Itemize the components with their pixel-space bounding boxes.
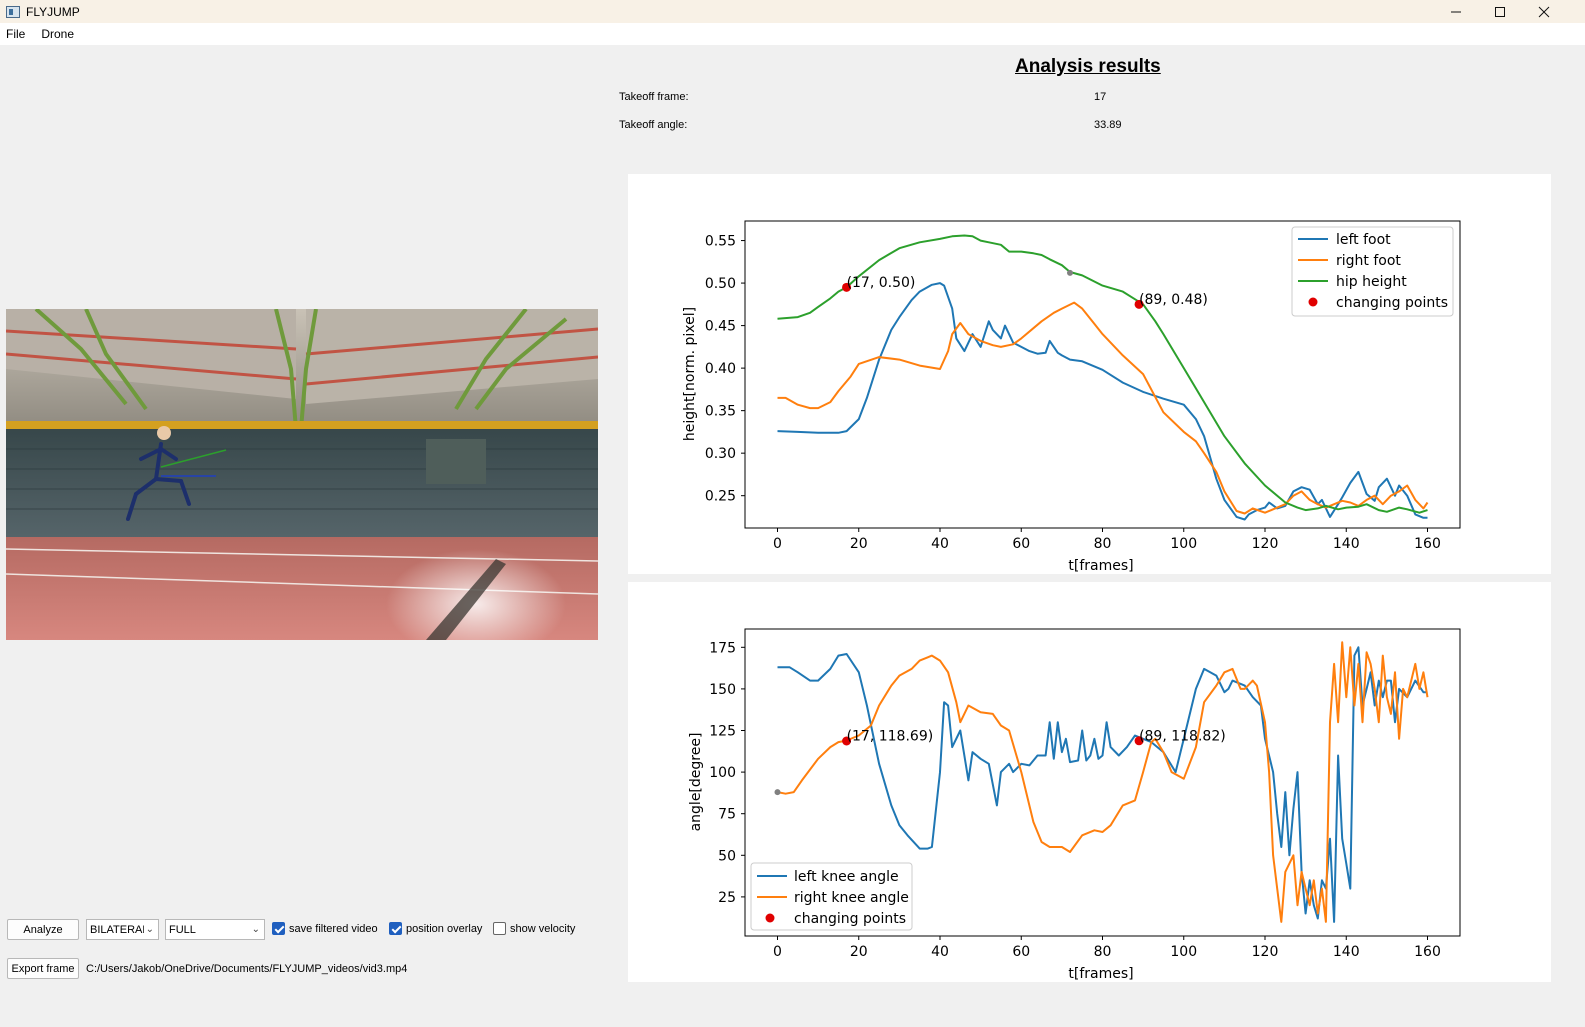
position-overlay-checkbox[interactable]: position overlay (389, 922, 482, 935)
y-tick-label: 150 (709, 682, 736, 698)
angle-chart-xlabel: t[frames] (1068, 966, 1133, 982)
app-icon (6, 5, 20, 18)
x-tick-label: 20 (850, 536, 868, 552)
range-select-value: FULL (169, 923, 196, 936)
y-tick-label: 0.40 (705, 361, 736, 377)
x-tick-label: 120 (1252, 944, 1279, 960)
x-tick-label: 60 (1012, 944, 1030, 960)
legend-left-foot: left foot (1336, 232, 1391, 248)
y-tick-label: 0.50 (705, 276, 736, 292)
maximize-icon[interactable] (1478, 0, 1522, 23)
mode-select[interactable]: BILATERAL ⌄ (86, 919, 159, 940)
changing-point (842, 282, 852, 292)
y-tick-label: 0.55 (705, 234, 736, 250)
menu-file[interactable]: File (6, 27, 26, 41)
x-tick-label: 160 (1414, 944, 1441, 960)
analyze-button[interactable]: Analyze (7, 919, 79, 940)
title-bar: FLYJUMP (0, 0, 1585, 23)
takeoff-angle-value: 33.89 (1094, 119, 1122, 131)
save-filtered-video-checkbox[interactable]: save filtered video (272, 922, 378, 935)
x-tick-label: 40 (931, 536, 949, 552)
height-chart-xlabel: t[frames] (1068, 558, 1133, 574)
angle-plot-panel: 0 20 40 60 80 100 120 140 160 25 50 75 100 125 150 175 … (628, 582, 1551, 982)
y-tick-label: 100 (709, 765, 736, 781)
position-overlay-label: position overlay (406, 922, 483, 935)
mode-select-value: BILATERAL (90, 923, 144, 936)
range-select[interactable]: FULL ⌄ (165, 919, 265, 940)
changing-point (1134, 299, 1144, 309)
y-tick-label: 0.30 (705, 446, 736, 462)
x-tick-label: 20 (850, 944, 868, 960)
y-tick-label: 125 (709, 724, 736, 740)
save-filtered-video-label: save filtered video (289, 922, 378, 935)
changing-point-label: (17, 118.69) (847, 729, 934, 745)
legend-marker-changing-points (1308, 297, 1318, 307)
x-tick-label: 0 (773, 536, 782, 552)
height-plot-panel: 0 20 40 60 80 100 120 140 160 0.25 0.30 0.35 0.40 0.4… (628, 174, 1551, 574)
changing-point-label: (89, 118.82) (1139, 728, 1226, 744)
series-line-left-foot (777, 282, 1428, 521)
x-tick-label: 40 (931, 944, 949, 960)
checkbox-unchecked-icon[interactable] (493, 922, 506, 935)
changing-point (1134, 736, 1144, 746)
legend-changing-points-2: changing points (794, 911, 906, 927)
height-chart-ylabel: height[norm. pixel] (682, 307, 698, 441)
angle-chart-ylabel: angle[degree] (688, 733, 704, 832)
series-line-hip-height (777, 234, 1428, 514)
legend-right-knee-angle: right knee angle (794, 890, 909, 906)
minimize-icon[interactable] (1434, 0, 1478, 23)
y-tick-label: 75 (718, 807, 736, 823)
checkbox-checked-icon[interactable] (389, 922, 402, 935)
angle-chart: 0 20 40 60 80 100 120 140 160255075100125150175 … (688, 628, 1461, 982)
changing-point (842, 736, 852, 746)
chevron-down-icon: ⌄ (251, 924, 260, 935)
legend-hip-height: hip height (1336, 274, 1407, 290)
legend-left-knee-angle: left knee angle (794, 869, 899, 885)
y-tick-label: 0.35 (705, 404, 736, 420)
y-tick-label: 0.25 (705, 489, 736, 505)
checkbox-checked-icon[interactable] (272, 922, 285, 935)
file-path: C:/Users/Jakob/OneDrive/Documents/FLYJUM… (86, 963, 408, 975)
takeoff-frame-label: Takeoff frame: (619, 91, 689, 103)
x-tick-label: 100 (1170, 944, 1197, 960)
export-frame-button[interactable]: Export frame (7, 958, 79, 979)
show-velocity-checkbox[interactable]: show velocity (493, 922, 575, 935)
results-title: Analysis results (1015, 56, 1161, 77)
x-tick-label: 60 (1012, 536, 1030, 552)
height-chart-legend: left foot right foot hip height changing… (1291, 226, 1454, 317)
x-tick-label: 0 (773, 944, 782, 960)
chevron-down-icon: ⌄ (145, 924, 154, 935)
menu-bar: File Drone (0, 23, 1585, 45)
y-tick-label: 50 (718, 848, 736, 864)
window-title: FLYJUMP (26, 4, 80, 19)
takeoff-angle-label: Takeoff angle: (619, 119, 688, 131)
close-icon[interactable] (1522, 0, 1566, 23)
gray-marker (774, 789, 781, 796)
x-tick-label: 140 (1333, 536, 1360, 552)
series-line-right-knee-angle (777, 641, 1429, 923)
angle-chart-legend: left knee angle right knee angle changin… (750, 862, 913, 931)
gray-marker (1067, 269, 1073, 276)
x-tick-label: 80 (1094, 944, 1112, 960)
changing-point-label: (89, 0.48) (1139, 292, 1208, 308)
legend-marker-changing-points-2 (765, 913, 775, 923)
legend-right-foot: right foot (1336, 253, 1401, 269)
x-tick-label: 140 (1333, 944, 1360, 960)
height-chart: 0 20 40 60 80 100 120 140 160 0.25 0.30 0.35 0.40 0.4… (682, 220, 1461, 574)
changing-point-label: (17, 0.50) (847, 275, 916, 291)
y-tick-label: 25 (718, 890, 736, 906)
series-line-right-foot (777, 301, 1429, 515)
x-tick-label: 80 (1094, 536, 1112, 552)
y-tick-label: 175 (709, 640, 736, 656)
x-tick-label: 120 (1252, 536, 1279, 552)
takeoff-frame-value: 17 (1094, 91, 1107, 103)
legend-changing-points: changing points (1336, 295, 1448, 311)
y-tick-label: 0.45 (705, 319, 736, 335)
x-tick-label: 160 (1414, 536, 1441, 552)
x-tick-label: 100 (1170, 536, 1197, 552)
menu-drone[interactable]: Drone (41, 27, 75, 41)
video-preview (6, 309, 598, 640)
series-line-left-knee-angle (777, 646, 1428, 923)
show-velocity-label: show velocity (510, 922, 576, 935)
